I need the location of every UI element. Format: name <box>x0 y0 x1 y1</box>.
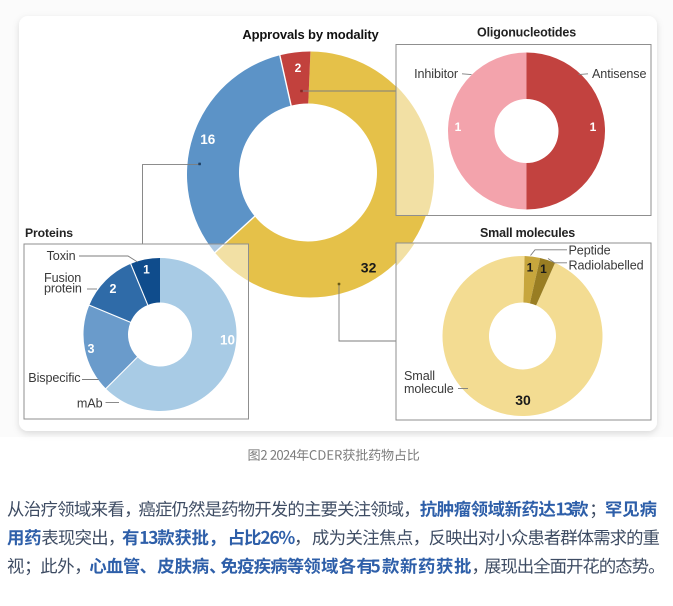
svg-text:32: 32 <box>361 260 377 276</box>
svg-text:1: 1 <box>590 120 597 134</box>
svg-text:30: 30 <box>515 392 531 408</box>
svg-text:Fusion: Fusion <box>44 271 81 285</box>
svg-text:Proteins: Proteins <box>25 226 73 240</box>
svg-text:10: 10 <box>220 333 235 348</box>
svg-text:Inhibitor: Inhibitor <box>414 67 458 81</box>
svg-text:Oligonucleotides: Oligonucleotides <box>477 26 576 40</box>
svg-text:Toxin: Toxin <box>47 249 76 263</box>
svg-text:3: 3 <box>88 342 95 356</box>
svg-text:Radiolabelled: Radiolabelled <box>569 259 644 273</box>
svg-text:protein: protein <box>44 281 82 295</box>
svg-text:1: 1 <box>527 260 534 274</box>
svg-text:Antisense: Antisense <box>592 67 647 81</box>
svg-text:Small molecules: Small molecules <box>480 226 575 240</box>
svg-text:1: 1 <box>455 120 462 134</box>
svg-text:1: 1 <box>143 262 150 276</box>
svg-text:mAb: mAb <box>77 397 103 411</box>
svg-text:Approvals by modality: Approvals by modality <box>242 27 379 42</box>
svg-text:1: 1 <box>540 262 547 276</box>
svg-text:molecule: molecule <box>404 382 454 396</box>
svg-text:Bispecific: Bispecific <box>28 371 80 385</box>
svg-text:2: 2 <box>110 282 117 296</box>
svg-text:2: 2 <box>295 61 302 75</box>
svg-text:Peptide: Peptide <box>569 244 611 258</box>
svg-text:16: 16 <box>200 132 216 147</box>
svg-text:Small: Small <box>404 369 435 383</box>
